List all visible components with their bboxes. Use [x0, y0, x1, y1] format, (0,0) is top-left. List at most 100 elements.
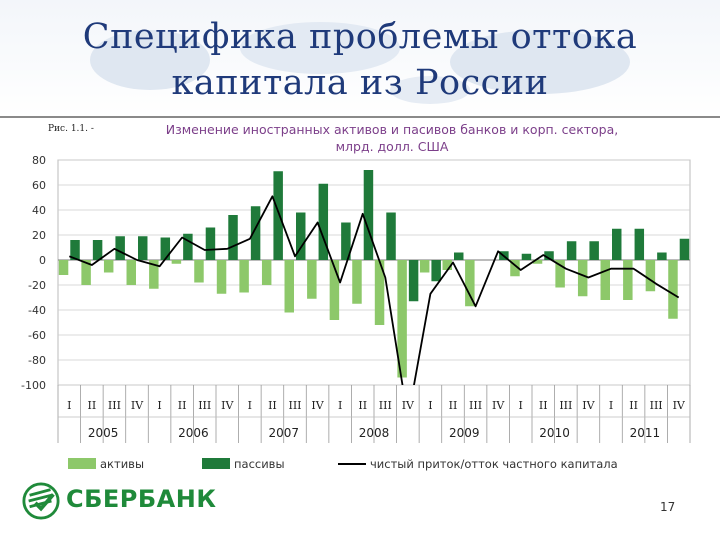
bar-passivy	[431, 260, 441, 282]
bar-aktivy	[465, 260, 475, 307]
x-tick-quarter: I	[519, 399, 523, 412]
x-tick-quarter: IV	[402, 399, 415, 412]
bar-passivy	[318, 183, 329, 260]
header-divider	[0, 116, 720, 118]
bar-aktivy	[284, 260, 294, 313]
bar-aktivy	[419, 260, 430, 273]
bar-passivy	[386, 212, 396, 260]
chart-title-line-2: млрд. долл. США	[335, 139, 449, 154]
bar-aktivy	[171, 260, 182, 264]
header-world-map-background	[90, 22, 630, 104]
x-tick-quarter: III	[198, 399, 211, 412]
bar-aktivy	[645, 260, 656, 292]
figure-label: Рис. 1.1. -	[48, 124, 94, 134]
x-tick-quarter: I	[609, 399, 613, 412]
bar-aktivy	[510, 260, 520, 277]
bar-aktivy	[668, 260, 678, 319]
bar-aktivy	[600, 260, 610, 300]
x-tick-year: 2008	[359, 426, 390, 440]
bar-passivy	[70, 240, 80, 260]
x-tick-year: 2006	[178, 426, 209, 440]
x-tick-quarter: II	[88, 399, 97, 412]
bar-aktivy	[442, 260, 452, 270]
x-tick-quarter: II	[268, 399, 277, 412]
x-tick-quarter: I	[248, 399, 252, 412]
bar-aktivy	[239, 260, 249, 293]
x-tick-quarter: I	[428, 399, 432, 412]
bar-passivy	[115, 236, 125, 260]
bar-passivy	[679, 238, 690, 260]
bar-passivy	[273, 171, 283, 260]
bar-aktivy	[397, 260, 407, 378]
x-tick-quarter: III	[559, 399, 572, 412]
x-tick-quarter: III	[379, 399, 392, 412]
x-tick-year: 2005	[88, 426, 119, 440]
x-tick-quarter: III	[288, 399, 301, 412]
bar-aktivy	[555, 260, 565, 288]
y-tick-label: -100	[21, 379, 46, 392]
legend-swatch-aktivy	[68, 458, 96, 469]
x-tick-quarter: IV	[221, 399, 234, 412]
bar-passivy	[296, 212, 306, 260]
x-tick-quarter: II	[539, 399, 548, 412]
page-number: 17	[660, 500, 676, 514]
x-tick-quarter: III	[108, 399, 121, 412]
x-tick-quarter: III	[469, 399, 482, 412]
bar-passivy	[408, 260, 419, 302]
chart-legend: активы пассивы чистый приток/отток частног…	[68, 457, 618, 471]
sberbank-logo-icon	[22, 482, 60, 520]
bar-passivy	[160, 237, 171, 260]
bar-passivy	[183, 233, 193, 260]
x-tick-quarter: IV	[492, 399, 505, 412]
y-tick-label: 40	[32, 204, 46, 217]
bar-passivy	[363, 170, 374, 260]
x-tick-quarter: II	[629, 399, 638, 412]
slide-header: Специфика проблемы оттока капитала из Ро…	[0, 0, 720, 118]
bar-aktivy	[623, 260, 633, 300]
bar-aktivy	[329, 260, 340, 320]
bar-passivy	[521, 253, 532, 260]
bar-aktivy	[374, 260, 385, 325]
y-tick-label: 80	[32, 154, 46, 167]
chart-title-line-1: Изменение иностранных активов и пасивов …	[165, 122, 619, 137]
legend-label-aktivy: активы	[100, 457, 144, 471]
bar-passivy	[341, 222, 351, 260]
bar-passivy	[612, 228, 622, 260]
y-tick-label: 20	[32, 229, 46, 242]
bar-aktivy	[307, 260, 317, 299]
x-tick-year: 2010	[539, 426, 570, 440]
y-tick-label: -40	[28, 304, 46, 317]
bar-passivy	[657, 252, 667, 260]
bar-aktivy	[126, 260, 136, 285]
x-tick-quarter: I	[157, 399, 161, 412]
brand-name: СБЕРБАНК	[66, 485, 217, 513]
y-tick-label: 60	[32, 179, 46, 192]
x-tick-year: 2009	[449, 426, 480, 440]
x-tick-quarter: II	[449, 399, 458, 412]
bar-aktivy	[81, 260, 91, 285]
bar-aktivy	[149, 260, 159, 289]
bar-passivy	[92, 240, 103, 260]
x-tick-quarter: IV	[131, 399, 144, 412]
bar-aktivy	[58, 260, 69, 275]
bar-aktivy	[194, 260, 204, 283]
bar-passivy	[589, 241, 599, 260]
bar-passivy	[138, 236, 148, 260]
x-tick-quarter: IV	[673, 399, 686, 412]
slide-title-line-2: капитала из России	[171, 63, 549, 103]
x-tick-quarter: IV	[311, 399, 324, 412]
y-tick-label: -80	[28, 354, 46, 367]
x-tick-quarter: I	[338, 399, 342, 412]
bar-passivy	[205, 227, 216, 260]
bar-passivy	[454, 252, 464, 260]
x-tick-quarter: I	[67, 399, 71, 412]
x-tick-year: 2007	[268, 426, 299, 440]
slide-title-line-1: Специфика проблемы оттока	[82, 17, 638, 57]
bar-passivy	[250, 206, 261, 260]
slide-title: Специфика проблемы оттока капитала из Ро…	[0, 14, 720, 106]
chart-title: Изменение иностранных активов и пасивов …	[112, 121, 672, 155]
bar-aktivy	[532, 260, 543, 264]
y-tick-label: -60	[28, 329, 46, 342]
bar-aktivy	[261, 260, 272, 285]
